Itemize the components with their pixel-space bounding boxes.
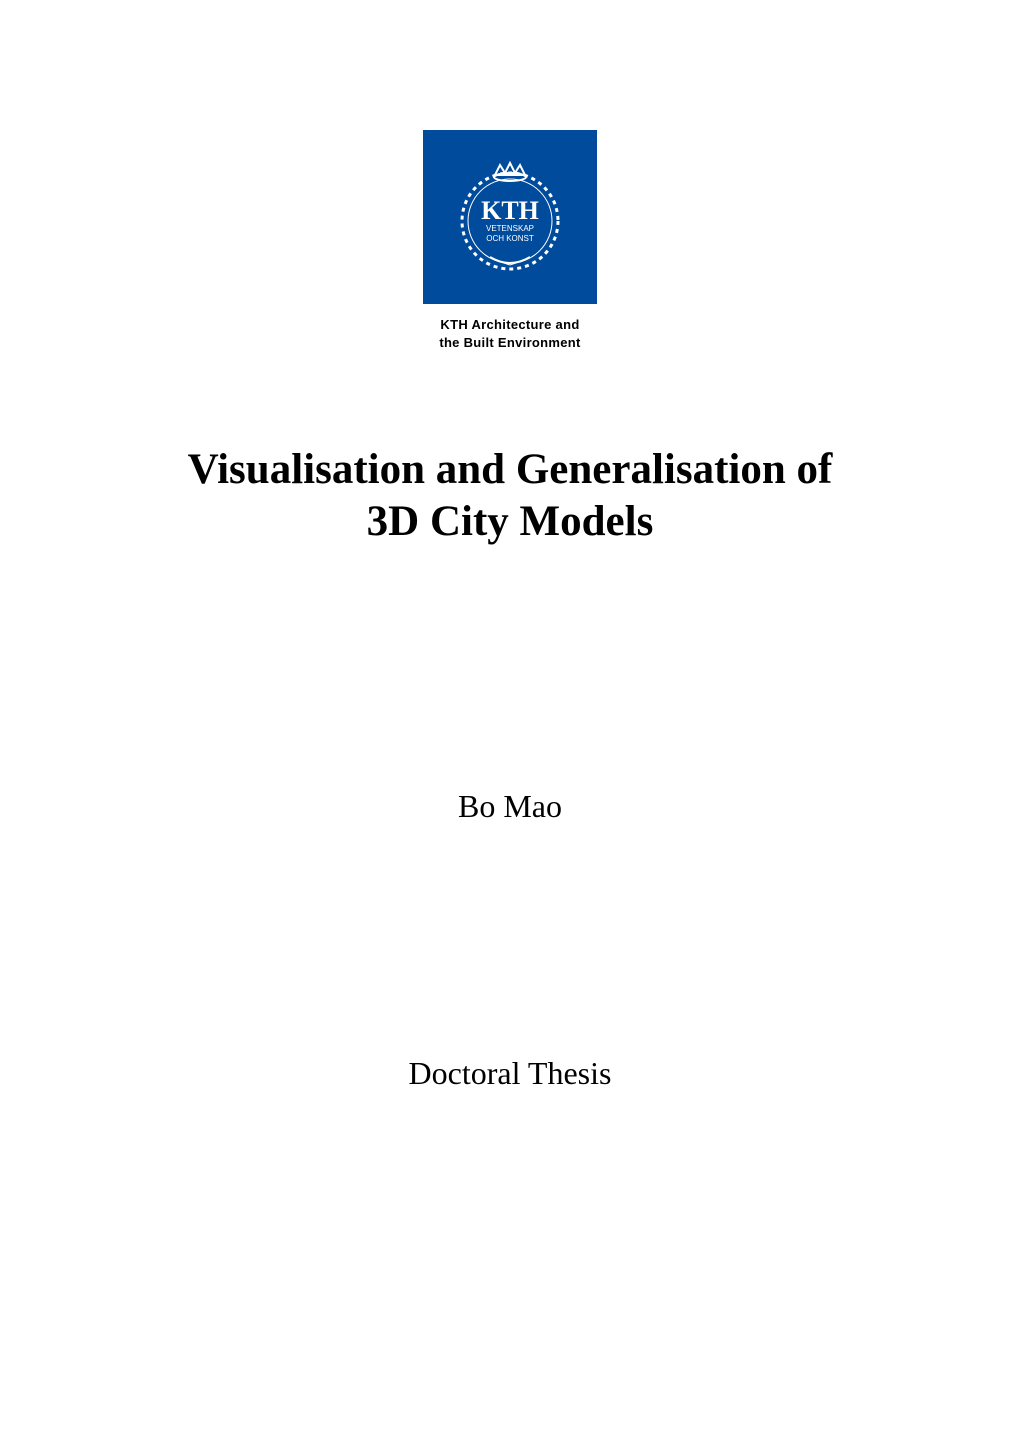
thesis-title-page: KTH VETENSKAP OCH KONST KTH Architecture… — [0, 0, 1020, 1443]
institution-logo-block: KTH VETENSKAP OCH KONST KTH Architecture… — [423, 130, 597, 351]
logo-caption-line-1: KTH Architecture and — [423, 316, 597, 334]
logo-sub-text-1: VETENSKAP — [486, 224, 534, 233]
title-line-2: 3D City Models — [0, 496, 1020, 548]
kth-logo-box: KTH VETENSKAP OCH KONST — [423, 130, 597, 304]
title-line-1: Visualisation and Generalisation of — [0, 444, 1020, 496]
logo-caption: KTH Architecture and the Built Environme… — [423, 316, 597, 351]
logo-caption-line-2: the Built Environment — [423, 334, 597, 352]
thesis-title: Visualisation and Generalisation of 3D C… — [0, 444, 1020, 549]
kth-seal-icon: KTH VETENSKAP OCH KONST — [450, 157, 570, 277]
document-type: Doctoral Thesis — [0, 1055, 1020, 1092]
logo-sub-text-2: OCH KONST — [486, 234, 534, 243]
logo-main-text: KTH — [481, 196, 539, 225]
author-name: Bo Mao — [0, 788, 1020, 825]
